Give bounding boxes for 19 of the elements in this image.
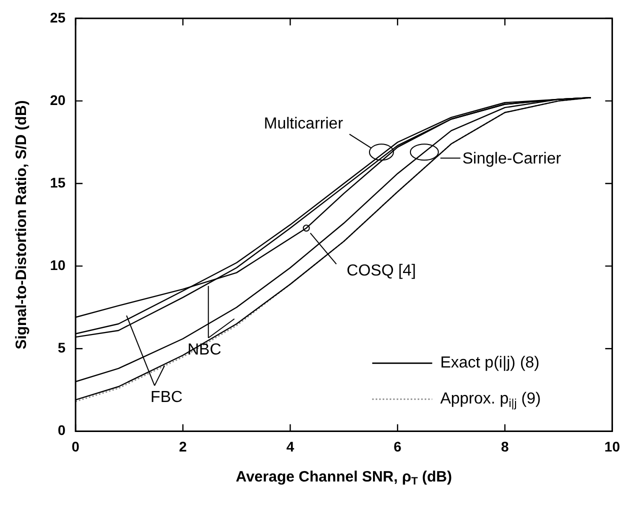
y-tick-label: 25 [50,9,66,26]
legend-label: Exact p(i|j) (8) [440,354,540,372]
x-tick-label: 0 [72,438,80,454]
y-tick-label: 5 [58,340,66,356]
x-tick-label: 4 [286,438,294,454]
y-tick-label: 10 [50,256,66,273]
y-tick-label: 20 [50,92,66,108]
x-tick-label: 10 [604,438,620,454]
annotation: NBC [187,341,222,358]
annotation: COSQ [4] [346,262,416,280]
y-tick-label: 15 [50,174,66,190]
y-tick-label: 0 [58,422,66,438]
annotation: Multicarrier [264,116,344,133]
x-tick-label: 2 [179,438,187,454]
x-tick-label: 6 [394,438,402,454]
y-axis-title: Signal-to-Distortion Ratio, S/D (dB) [13,100,30,350]
annotation: Single-Carrier [462,150,562,168]
x-tick-label: 8 [500,438,509,454]
annotation: FBC [150,389,183,406]
